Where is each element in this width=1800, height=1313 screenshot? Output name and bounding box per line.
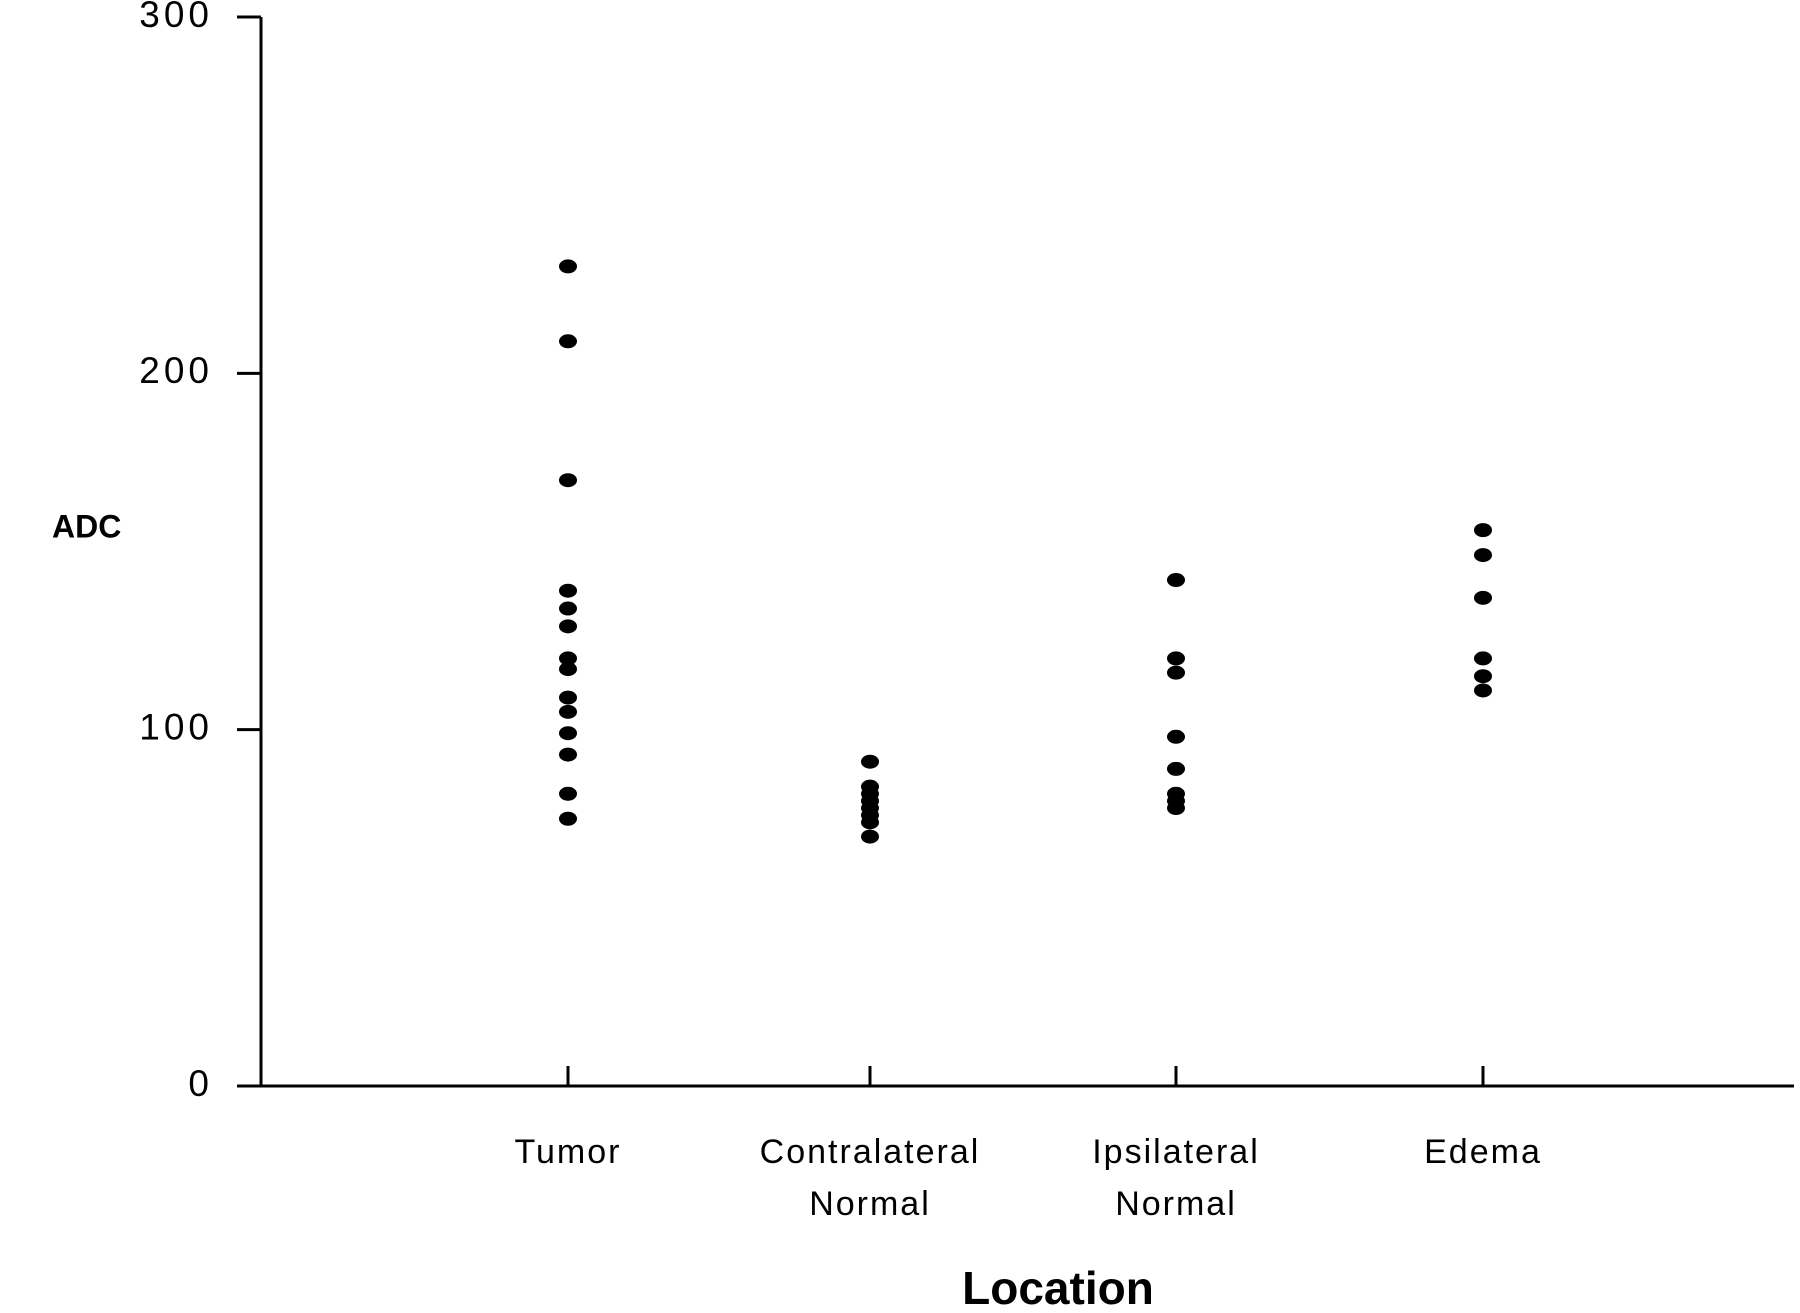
y-tick-label: 100 [139, 706, 213, 747]
dot [559, 473, 577, 488]
dot [559, 726, 577, 741]
dot [559, 690, 577, 705]
dot [1167, 665, 1185, 680]
dot [559, 619, 577, 634]
y-axis-label: ADC [52, 508, 121, 544]
dot [1474, 548, 1492, 563]
dot [559, 662, 577, 677]
dot [861, 815, 879, 830]
dot [1167, 761, 1185, 776]
y-tick-label: 300 [139, 0, 213, 35]
dot [559, 747, 577, 762]
dot [1167, 801, 1185, 816]
x-tick-label: Ipsilateral Normal [1092, 1133, 1260, 1223]
dot [1167, 729, 1185, 744]
dot [559, 811, 577, 826]
dot [1474, 651, 1492, 666]
dot [559, 786, 577, 801]
x-axis-label: Location [962, 1262, 1154, 1313]
dot [1474, 590, 1492, 605]
y-tick-label: 200 [139, 350, 213, 391]
dot [559, 583, 577, 598]
dot [559, 651, 577, 666]
y-tick-label: 0 [188, 1063, 213, 1104]
x-tick-label: Contralateral Normal [759, 1133, 981, 1223]
dot [559, 704, 577, 719]
dot [861, 829, 879, 844]
dot [559, 334, 577, 349]
dot [1474, 669, 1492, 684]
dot [861, 754, 879, 769]
x-tick-label: Tumor [514, 1133, 622, 1171]
dot [559, 259, 577, 274]
dot [1474, 523, 1492, 538]
dot [1474, 683, 1492, 698]
dot [559, 601, 577, 616]
dot [1167, 573, 1185, 588]
x-tick-label: Edema [1424, 1133, 1542, 1171]
dot [1167, 651, 1185, 666]
